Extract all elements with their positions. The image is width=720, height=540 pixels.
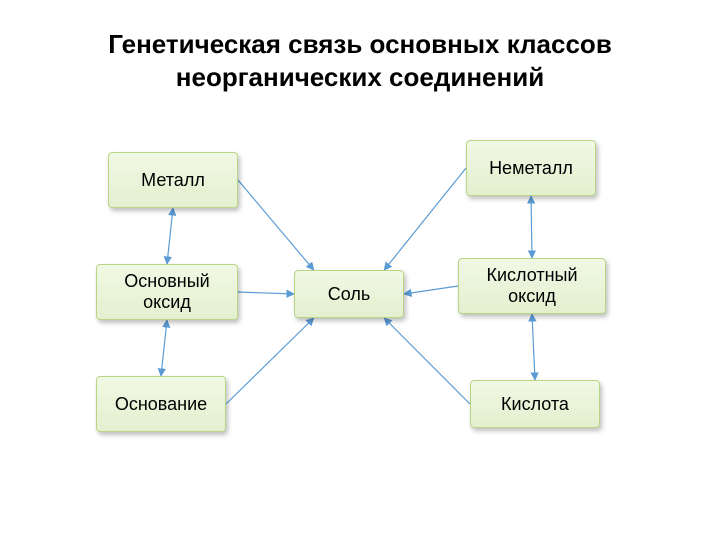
node-base: Основание <box>96 376 226 432</box>
edge-basic_oxide-base <box>161 320 167 376</box>
node-basic_oxide: Основный оксид <box>96 264 238 320</box>
edge-acid_oxide-acid <box>532 314 535 380</box>
page-title: Генетическая связь основных классов неор… <box>40 28 680 93</box>
edge-base-salt <box>226 318 314 404</box>
node-metal: Металл <box>108 152 238 208</box>
edge-basic_oxide-salt <box>238 292 294 294</box>
edge-nonmetal-salt <box>384 168 466 270</box>
edge-acid_oxide-salt <box>404 286 458 294</box>
edge-acid-salt <box>384 318 470 404</box>
node-salt: Соль <box>294 270 404 318</box>
node-acid: Кислота <box>470 380 600 428</box>
node-nonmetal: Неметалл <box>466 140 596 196</box>
edge-metal-basic_oxide <box>167 208 173 264</box>
edge-nonmetal-acid_oxide <box>531 196 532 258</box>
edge-metal-salt <box>238 180 314 270</box>
node-acid_oxide: Кислотный оксид <box>458 258 606 314</box>
